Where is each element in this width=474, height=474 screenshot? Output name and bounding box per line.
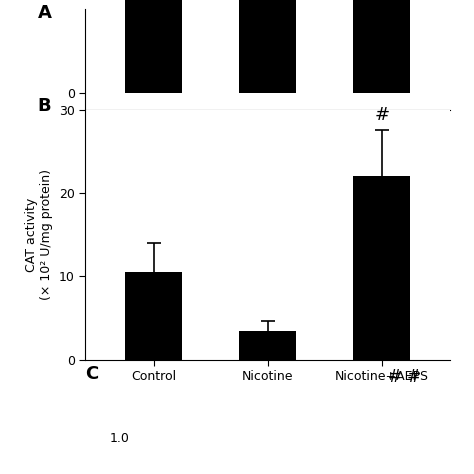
Text: B: B — [38, 97, 52, 115]
Text: C: C — [85, 365, 99, 383]
Bar — [353, 0, 410, 93]
Y-axis label: CAT activity
(× 10² U/mg protein): CAT activity (× 10² U/mg protein) — [26, 169, 54, 300]
Bar — [125, 0, 182, 93]
Bar — [239, 331, 296, 360]
Bar — [125, 272, 182, 360]
Text: # #: # # — [388, 368, 421, 386]
Text: A: A — [38, 4, 52, 22]
Text: #: # — [374, 106, 390, 124]
Bar — [353, 176, 410, 360]
Text: 1.0: 1.0 — [109, 432, 129, 445]
Bar — [239, 0, 296, 93]
